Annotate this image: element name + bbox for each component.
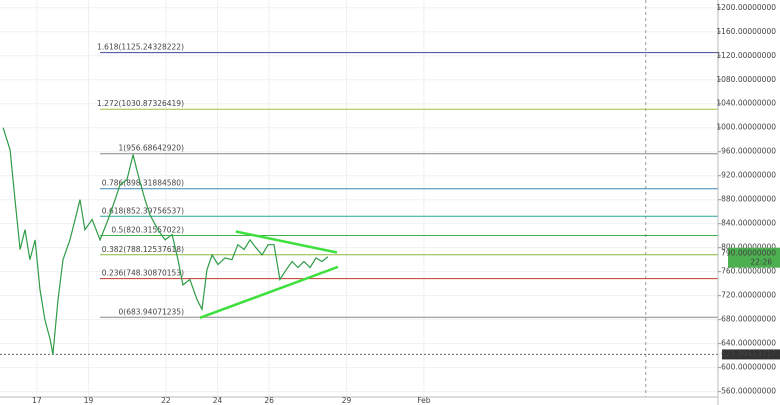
marker-price-label: 621.99413717: [721, 349, 776, 358]
y-tick-label: 1000.00000000: [716, 123, 776, 132]
trendline: [235, 230, 338, 254]
x-tick-label: 29: [342, 396, 352, 405]
x-tick-label: 19: [84, 396, 94, 405]
fib-label: 1.272(1030.87326419): [97, 99, 184, 108]
x-tick-label: 17: [32, 396, 42, 405]
last-price-label: 790.00000000: [721, 249, 776, 258]
y-tick-label: 720.00000000: [721, 291, 776, 300]
marker-price-box: [722, 349, 780, 360]
trendline: [199, 265, 339, 320]
price-axis: [718, 0, 780, 405]
x-tick-label: 26: [264, 396, 274, 405]
y-tick-label: 800.00000000: [721, 243, 776, 252]
fib-label: 0(683.94071235): [119, 307, 185, 316]
last-price-box: [728, 247, 780, 268]
y-tick-label: 600.00000000: [721, 363, 776, 372]
fib-label: 0.5(820.31557022): [111, 225, 184, 234]
price-line: [2, 127, 329, 355]
y-tick-label: 960.00000000: [721, 147, 776, 156]
y-tick-label: 1200.00000000: [716, 3, 776, 12]
y-tick-label: 1160.00000000: [716, 27, 776, 36]
y-tick-label: 920.00000000: [721, 171, 776, 180]
y-tick-label: 1080.00000000: [716, 75, 776, 84]
fib-label: 0.382(788.12537618): [102, 245, 184, 254]
x-tick-label: 24: [213, 396, 223, 405]
y-tick-label: 840.00000000: [721, 219, 776, 228]
x-tick-label: 22: [161, 396, 171, 405]
y-tick-label: 560.00000000: [721, 387, 776, 396]
y-tick-label: 1040.00000000: [716, 99, 776, 108]
x-tick-label: Feb: [417, 396, 431, 405]
fib-label: 1(956.68642920): [119, 144, 185, 153]
y-tick-label: 640.00000000: [721, 339, 776, 348]
fib-label: 0.786(898.31884580): [102, 179, 184, 188]
y-tick-label: 1120.00000000: [716, 51, 776, 60]
y-tick-label: 880.00000000: [721, 195, 776, 204]
fib-label: 0.236(748.30870153): [102, 269, 184, 278]
fib-label: 0.618(852.39756537): [102, 206, 184, 215]
y-tick-label: 760.00000000: [721, 267, 776, 276]
y-tick-label: 680.00000000: [721, 315, 776, 324]
last-price-time: 22:26: [750, 258, 772, 267]
fib-label: 1.618(1125.24328222): [97, 43, 184, 52]
